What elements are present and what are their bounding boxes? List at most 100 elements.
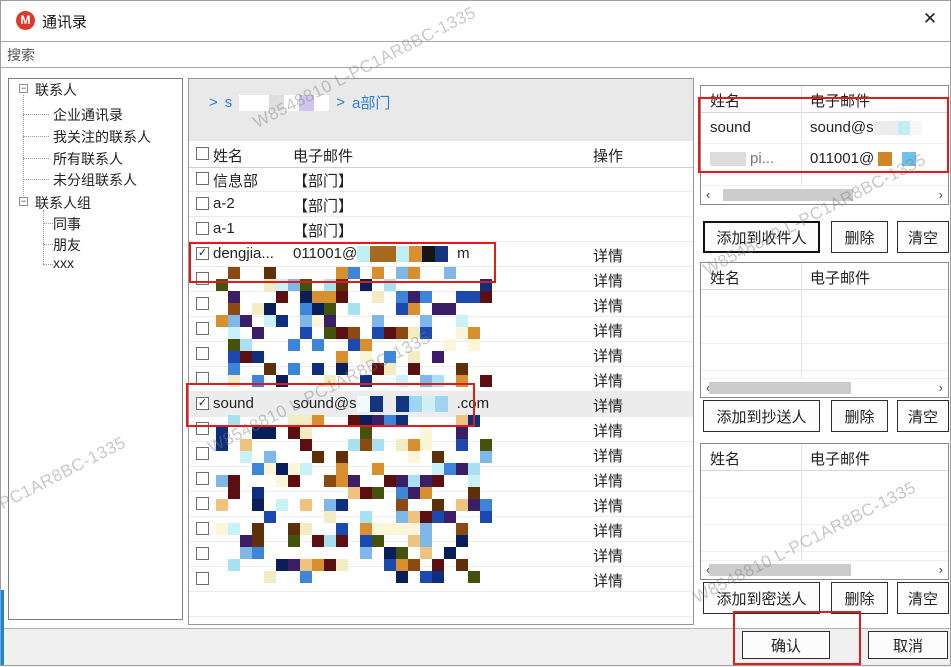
table-row[interactable]: ✓ sound sound@s .com 详情 xyxy=(189,392,693,417)
row-checkbox[interactable] xyxy=(196,472,209,485)
tree-guide-line xyxy=(43,210,44,264)
sidebar-item[interactable]: 企业通讯录 xyxy=(53,107,123,123)
tree-guide-line xyxy=(23,158,49,159)
scrollbar-thumb[interactable] xyxy=(709,564,851,576)
column-divider xyxy=(801,263,802,379)
tree-collapse-icon[interactable]: − xyxy=(19,83,28,93)
delete-button[interactable]: 删除 xyxy=(831,582,888,614)
table-row[interactable]: 信息部 【部门】 xyxy=(189,167,693,192)
detail-link[interactable]: 详情 xyxy=(593,573,624,590)
detail-link[interactable]: 详情 xyxy=(593,323,624,340)
detail-link[interactable]: 详情 xyxy=(593,373,624,390)
row-checkbox[interactable] xyxy=(196,297,209,310)
row-checkbox[interactable] xyxy=(196,347,209,360)
list-item-empty xyxy=(701,344,948,371)
sidebar-item[interactable]: 未分组联系人 xyxy=(53,172,137,188)
table-row[interactable]: 详情 xyxy=(189,567,693,592)
detail-link[interactable]: 详情 xyxy=(593,398,624,415)
column-header-email: 电子邮件 xyxy=(810,451,871,468)
row-checkbox[interactable] xyxy=(196,197,209,210)
table-row[interactable]: a-1 【部门】 xyxy=(189,217,693,242)
sidebar-item[interactable]: 所有联系人 xyxy=(53,151,123,167)
censored-cell xyxy=(878,151,893,166)
row-checkbox[interactable]: ✓ xyxy=(196,247,209,260)
row-checkbox[interactable] xyxy=(196,172,209,185)
detail-link[interactable]: 详情 xyxy=(593,248,624,265)
sidebar-item[interactable]: 我关注的联系人 xyxy=(53,129,151,145)
row-checkbox[interactable] xyxy=(196,522,209,535)
breadcrumb-item-root[interactable]: s xyxy=(224,94,233,111)
detail-link[interactable]: 详情 xyxy=(593,298,624,315)
add-to-recipients-button[interactable]: 添加到收件人 xyxy=(703,221,820,253)
add-to-bcc-button[interactable]: 添加到密送人 xyxy=(703,582,820,614)
row-checkbox[interactable] xyxy=(196,222,209,235)
clear-button[interactable]: 清空 xyxy=(897,400,949,432)
row-checkbox[interactable] xyxy=(196,422,209,435)
scroll-right-icon[interactable]: › xyxy=(938,187,943,202)
scroll-right-icon[interactable]: › xyxy=(938,380,943,395)
detail-link[interactable]: 详情 xyxy=(593,348,624,365)
scrollbar-thumb[interactable] xyxy=(709,382,851,394)
sidebar-item[interactable]: 联系人组 xyxy=(35,195,91,211)
table-row[interactable]: ✓ dengjia... 011001@ m 详情 xyxy=(189,242,693,267)
row-checkbox[interactable] xyxy=(196,572,209,585)
row-checkbox[interactable] xyxy=(196,322,209,335)
table-row[interactable]: 详情 xyxy=(189,267,693,292)
contact-name: a-2 xyxy=(213,195,235,212)
detail-link[interactable]: 详情 xyxy=(593,498,624,515)
row-checkbox[interactable] xyxy=(196,272,209,285)
cancel-button[interactable]: 取消 xyxy=(868,631,948,659)
delete-button[interactable]: 删除 xyxy=(831,400,888,432)
sidebar-item[interactable]: xxx xyxy=(53,255,74,271)
detail-link[interactable]: 详情 xyxy=(593,273,624,290)
contact-email: 011001@ xyxy=(810,150,942,167)
table-row[interactable]: 详情 xyxy=(189,292,693,317)
sidebar-item[interactable]: 同事 xyxy=(53,216,81,232)
list-item[interactable]: pi... 011001@ xyxy=(701,144,948,175)
table-row[interactable]: 详情 xyxy=(189,517,693,542)
scroll-left-icon[interactable]: ‹ xyxy=(706,187,711,202)
contact-name: dengjia... xyxy=(213,245,274,262)
sidebar-item[interactable]: 朋友 xyxy=(53,237,81,253)
scroll-left-icon[interactable]: ‹ xyxy=(706,380,710,396)
delete-button[interactable]: 删除 xyxy=(831,221,888,253)
clear-button[interactable]: 清空 xyxy=(897,582,949,614)
sidebar-item[interactable]: 联系人 xyxy=(35,82,77,98)
scroll-right-icon[interactable]: › xyxy=(938,562,943,577)
search-input[interactable] xyxy=(0,41,951,68)
table-row[interactable]: 详情 xyxy=(189,467,693,492)
table-row[interactable]: 详情 xyxy=(189,317,693,342)
contact-name-fragment: pi... xyxy=(750,150,775,167)
contact-name: pi... xyxy=(710,150,802,167)
table-row xyxy=(189,617,693,624)
breadcrumb-item-department[interactable]: a部门 xyxy=(352,95,391,112)
scrollbar-thumb[interactable] xyxy=(723,189,853,201)
horizontal-scrollbar[interactable]: ‹› xyxy=(701,378,948,397)
detail-link[interactable]: 详情 xyxy=(593,423,624,440)
row-checkbox[interactable] xyxy=(196,547,209,560)
detail-link[interactable]: 详情 xyxy=(593,523,624,540)
tree-collapse-icon[interactable]: − xyxy=(19,196,28,206)
detail-link[interactable]: 详情 xyxy=(593,473,624,490)
detail-link[interactable]: 详情 xyxy=(593,448,624,465)
email-suffix: m xyxy=(457,245,470,262)
select-all-checkbox[interactable] xyxy=(196,147,209,160)
breadcrumb: > s > a部门 xyxy=(209,92,390,113)
horizontal-scrollbar[interactable]: ‹› xyxy=(701,185,948,204)
horizontal-scrollbar[interactable]: ‹› xyxy=(701,560,948,579)
scroll-left-icon[interactable]: ‹ xyxy=(706,562,710,578)
confirm-button[interactable]: 确认 xyxy=(742,631,830,659)
clear-button[interactable]: 清空 xyxy=(897,221,949,253)
row-checkbox[interactable] xyxy=(196,497,209,510)
row-checkbox[interactable]: ✓ xyxy=(196,397,209,410)
add-to-cc-button[interactable]: 添加到抄送人 xyxy=(703,400,820,432)
row-checkbox[interactable] xyxy=(196,447,209,460)
detail-link[interactable]: 详情 xyxy=(593,548,624,565)
row-checkbox[interactable] xyxy=(196,372,209,385)
list-item[interactable]: sound sound@s xyxy=(701,113,948,144)
table-row[interactable]: a-2 【部门】 xyxy=(189,192,693,217)
close-icon[interactable]: ✕ xyxy=(922,9,938,28)
table-row[interactable]: 详情 xyxy=(189,342,693,367)
